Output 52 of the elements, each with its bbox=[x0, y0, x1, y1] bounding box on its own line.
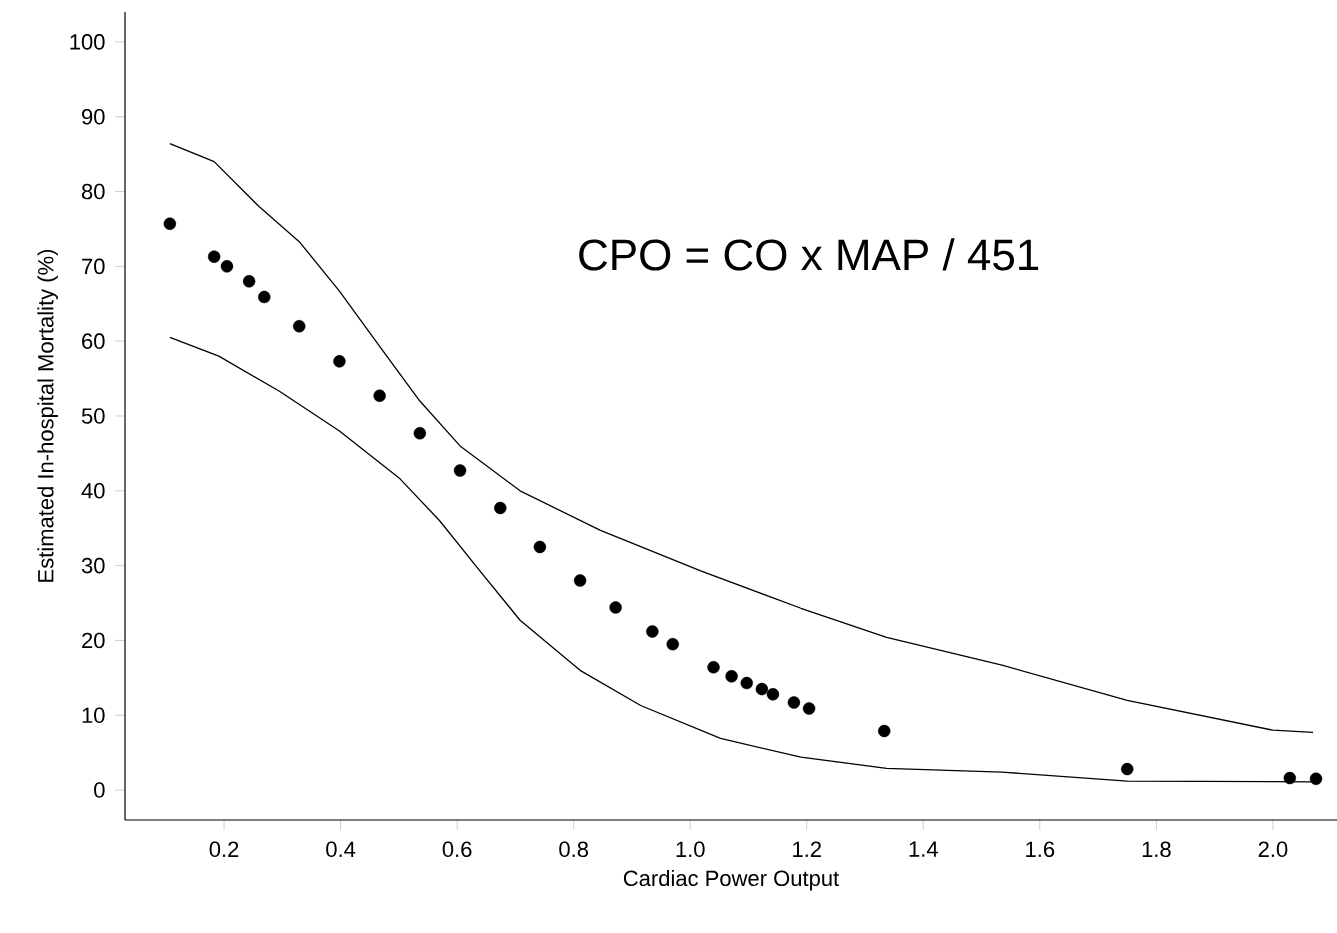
point bbox=[413, 426, 427, 440]
point bbox=[533, 540, 547, 554]
x-tick-label: 2.0 bbox=[1258, 841, 1288, 858]
x-tick-label: 0.6 bbox=[442, 841, 472, 858]
y-tick-label: 10 bbox=[82, 707, 105, 724]
point bbox=[1283, 771, 1296, 785]
point bbox=[373, 389, 386, 402]
point bbox=[163, 217, 177, 230]
x-tick-label: 1.8 bbox=[1142, 841, 1171, 858]
y-axis-title: Estimated In-hospital Mortality (%) bbox=[37, 249, 58, 582]
point bbox=[573, 574, 587, 587]
point bbox=[494, 501, 507, 515]
y-tick-label: 80 bbox=[81, 183, 105, 200]
annotation: CPO = CO x MAP / 451 bbox=[579, 238, 1039, 271]
y-tick-label: 20 bbox=[82, 632, 105, 649]
point bbox=[766, 688, 780, 701]
point bbox=[755, 682, 769, 696]
x-tick-label: 0.2 bbox=[209, 841, 239, 858]
x-axis-title: Cardiac Power Output bbox=[623, 869, 840, 891]
point bbox=[609, 601, 622, 614]
y-tick-label: 60 bbox=[82, 333, 105, 349]
point bbox=[242, 275, 256, 288]
y-tick-label: 40 bbox=[81, 483, 105, 499]
point bbox=[207, 250, 221, 263]
y-tick-label: 50 bbox=[81, 408, 105, 424]
point bbox=[1121, 762, 1134, 776]
point bbox=[666, 637, 679, 651]
point bbox=[453, 464, 467, 477]
point bbox=[740, 676, 753, 690]
point bbox=[878, 724, 891, 738]
point bbox=[725, 670, 738, 683]
y-tick-label: 30 bbox=[81, 557, 105, 574]
x-tick-label: 0.4 bbox=[326, 841, 356, 858]
point bbox=[293, 320, 306, 333]
point bbox=[220, 260, 234, 273]
x-tick-label: 1.4 bbox=[909, 841, 938, 857]
x-tick-label: 1.6 bbox=[1026, 841, 1055, 858]
y-tick-label: 90 bbox=[82, 108, 105, 125]
y-tick-label: 0 bbox=[94, 782, 105, 798]
point bbox=[787, 696, 801, 709]
line-series bbox=[169, 143, 1314, 734]
point bbox=[646, 625, 659, 638]
x-tick-label: 1.0 bbox=[676, 841, 705, 858]
point bbox=[333, 355, 346, 368]
point bbox=[802, 702, 816, 715]
y-tick-label: 70 bbox=[82, 258, 105, 275]
point bbox=[707, 661, 720, 674]
x-tick-label: 1.2 bbox=[793, 841, 821, 857]
point bbox=[1309, 772, 1323, 786]
y-tick-label: 100 bbox=[70, 34, 105, 50]
x-tick-label: 0.8 bbox=[559, 841, 589, 858]
point bbox=[258, 290, 271, 304]
